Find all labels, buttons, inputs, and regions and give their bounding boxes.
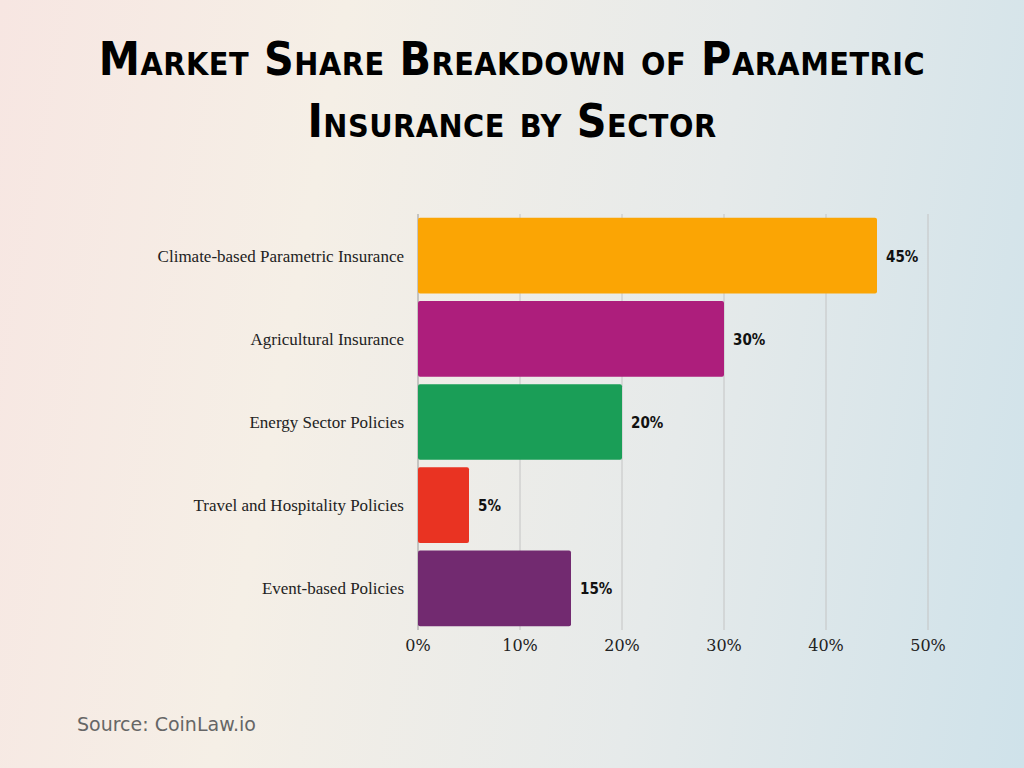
data-label: 30% [733, 331, 766, 349]
tick-label: 20% [604, 636, 640, 655]
tick-label: 40% [808, 636, 844, 655]
data-label: 15% [580, 580, 613, 598]
tick-label: 50% [910, 636, 946, 655]
tick-label: 30% [706, 636, 742, 655]
grid-line [928, 214, 929, 630]
category-label: Agricultural Insurance [251, 330, 404, 349]
data-label: 20% [631, 414, 664, 432]
category-label: Climate-based Parametric Insurance [158, 247, 404, 266]
title: Market Share Breakdown of Parametric Ins… [62, 28, 962, 152]
bar [418, 467, 469, 543]
tick-label: 10% [502, 636, 538, 655]
data-label: 45% [886, 248, 919, 266]
bars [418, 218, 877, 627]
bar [418, 551, 571, 627]
bar [418, 384, 622, 460]
category-label: Travel and Hospitality Policies [194, 496, 404, 515]
bar [418, 301, 724, 377]
bar [418, 218, 877, 294]
source: Source: CoinLaw.io [77, 713, 256, 735]
data-label: 5% [478, 497, 501, 515]
chart: 0% 10% 20% 30% 40% 50% Climate-based Parametri… [0, 0, 1024, 768]
category-label: Energy Sector Policies [249, 413, 404, 432]
category-label: Event-based Policies [262, 579, 404, 598]
tick-label: 0% [405, 636, 430, 655]
